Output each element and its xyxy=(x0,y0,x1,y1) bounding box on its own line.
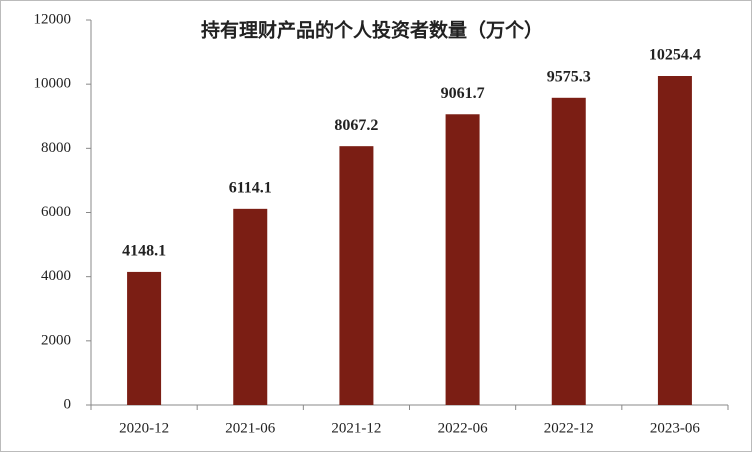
y-tick-label: 8000 xyxy=(41,140,71,156)
x-tick-label: 2020-12 xyxy=(119,420,169,436)
value-label: 9061.7 xyxy=(441,85,485,102)
bar xyxy=(127,271,162,405)
value-label: 6114.1 xyxy=(229,180,272,197)
bar xyxy=(445,114,480,406)
y-tick-label: 0 xyxy=(64,396,72,412)
x-tick-label: 2022-12 xyxy=(544,420,594,436)
bar xyxy=(233,208,268,405)
y-tick-label: 6000 xyxy=(41,204,71,220)
x-tick-label: 2021-12 xyxy=(331,420,381,436)
y-tick-label: 2000 xyxy=(41,332,71,348)
x-tick-label: 2023-06 xyxy=(650,420,700,436)
bar xyxy=(657,76,692,405)
y-tick-label: 4000 xyxy=(41,268,71,284)
value-label: 8067.2 xyxy=(334,117,378,134)
bar xyxy=(339,146,374,405)
chart-title: 持有理财产品的个人投资者数量（万个） xyxy=(201,18,543,41)
x-tick-label: 2021-06 xyxy=(225,420,275,436)
y-tick-label: 10000 xyxy=(34,76,72,92)
value-label: 10254.4 xyxy=(649,47,701,64)
x-tick-label: 2022-06 xyxy=(438,420,488,436)
y-tick-label: 12000 xyxy=(34,11,72,27)
value-label: 9575.3 xyxy=(547,68,591,85)
value-label: 4148.1 xyxy=(122,243,166,260)
bar xyxy=(551,97,586,406)
